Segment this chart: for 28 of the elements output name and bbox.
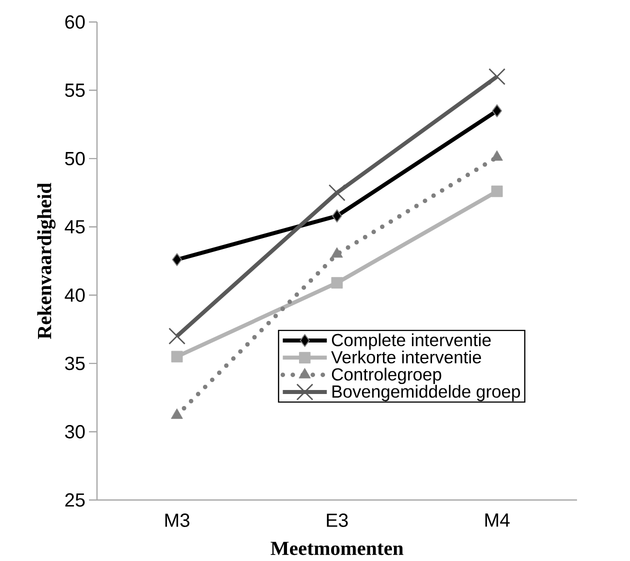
y-tick-label: 45 — [64, 220, 85, 234]
point — [171, 350, 183, 362]
y-tick-label: 40 — [64, 288, 85, 302]
legend-label: Bovengemiddelde groep — [332, 384, 520, 402]
point — [328, 184, 346, 201]
point — [491, 186, 503, 198]
y-tick-label: 60 — [65, 15, 85, 29]
point — [332, 209, 342, 222]
point — [488, 68, 506, 85]
y-tick-label: 30 — [65, 424, 85, 438]
y-tick-label: 35 — [65, 356, 85, 370]
x-tick-label: E3 — [326, 514, 348, 527]
y-tick-label: 55 — [65, 84, 85, 97]
x-axis-title: Meetmomenten — [270, 542, 404, 556]
legend-label: Verkorte interventie — [331, 350, 482, 364]
y-tick-label: 25 — [65, 493, 85, 507]
point — [172, 253, 182, 266]
x-tick-label: M3 — [165, 514, 190, 527]
y-axis-title: Rekenvaardigheid — [37, 182, 56, 339]
point — [331, 277, 343, 289]
point — [168, 328, 186, 344]
point — [171, 408, 183, 419]
point — [331, 247, 343, 258]
y-tick-label: 50 — [65, 152, 85, 166]
legend-label: Complete interventie — [332, 333, 491, 350]
point — [492, 104, 502, 118]
x-tick-label: M4 — [485, 514, 510, 527]
legend-label: Controlegroep — [332, 368, 442, 384]
